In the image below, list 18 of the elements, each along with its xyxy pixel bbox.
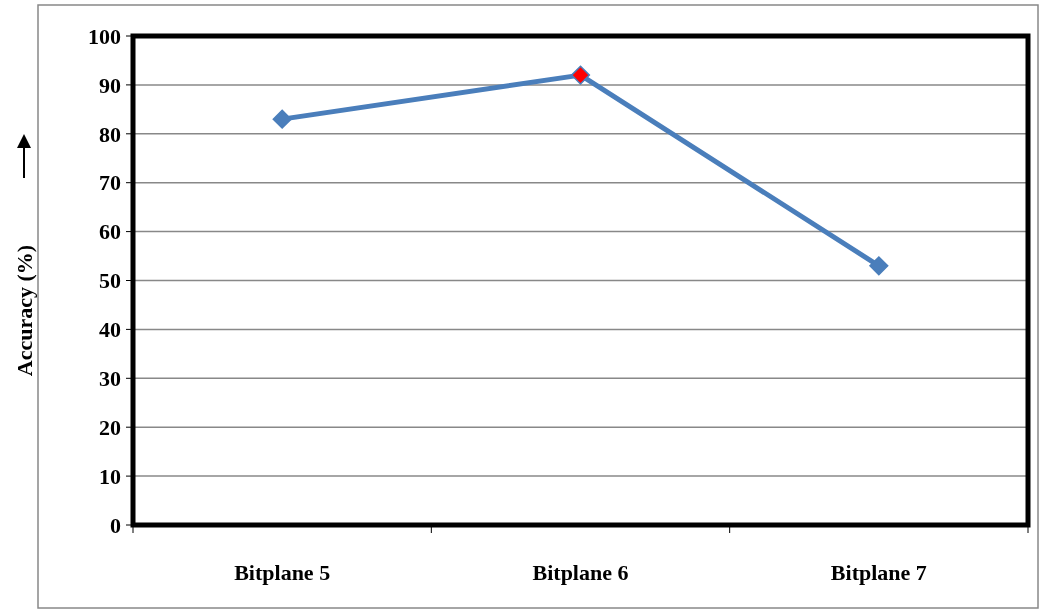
y-tick-label: 90 xyxy=(99,72,121,98)
y-tick-label: 100 xyxy=(88,23,121,49)
y-tick-label: 10 xyxy=(99,463,121,489)
point xyxy=(272,109,292,129)
x-tick-label: Bitplane 5 xyxy=(234,560,331,585)
point xyxy=(869,256,889,276)
y-axis-title: Accuracy (%) xyxy=(12,244,37,377)
y-tick-label: 70 xyxy=(99,170,121,196)
y-tick-label: 60 xyxy=(99,219,121,245)
y-tick-label: 0 xyxy=(110,512,121,538)
point xyxy=(570,65,591,85)
y-tick-label: 20 xyxy=(99,414,121,440)
x-tick-label: Bitplane 7 xyxy=(830,560,927,585)
y-tick-label: 30 xyxy=(99,366,121,391)
y-tick-label: 40 xyxy=(99,317,121,343)
x-tick-label: Bitplane 6 xyxy=(532,560,629,585)
y-tick-label: 80 xyxy=(99,121,121,147)
y-tick-label: 50 xyxy=(99,268,121,294)
